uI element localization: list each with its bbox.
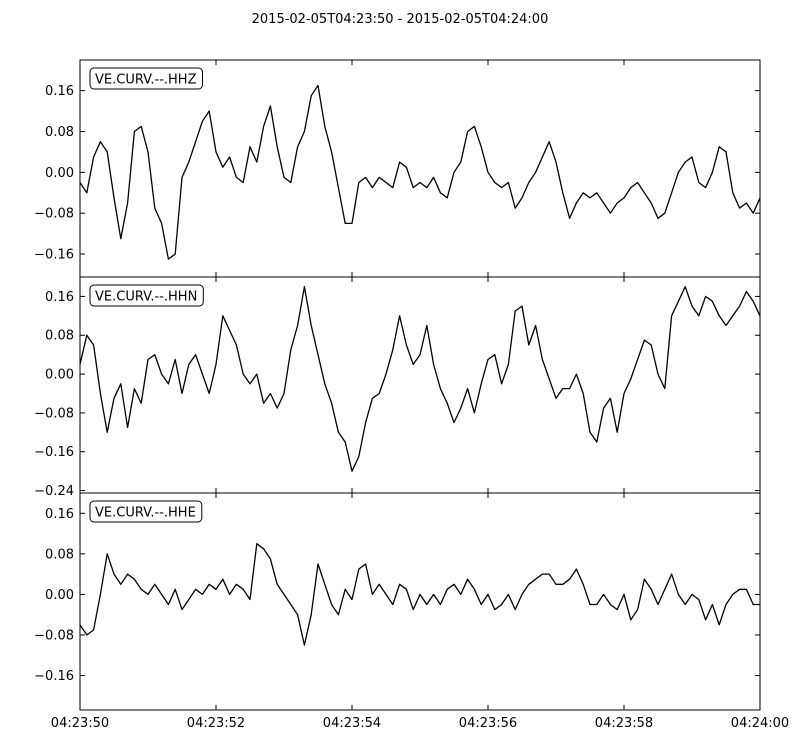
trace-line <box>79 286 761 472</box>
y-tick-label: 0.00 <box>45 166 74 181</box>
y-tick-label: 0.16 <box>45 507 74 522</box>
y-tick-label: −0.08 <box>34 628 74 643</box>
channel-label-box <box>89 500 203 523</box>
x-tick-label: 04:23:56 <box>459 716 517 731</box>
channel-label: VE.CURV.--.HHZ <box>95 73 197 88</box>
channel-label: VE.CURV.--.HHN <box>95 290 197 305</box>
x-tick-label: 04:23:58 <box>595 716 653 731</box>
trace-line <box>79 84 761 260</box>
x-tick-label: 04:23:52 <box>187 716 245 731</box>
panel-frame <box>79 492 761 711</box>
y-tick-label: −0.16 <box>34 248 74 263</box>
channel-label: VE.CURV.--.HHE <box>95 506 196 521</box>
y-tick-label: 0.00 <box>45 588 74 603</box>
x-tick-label: 04:24:00 <box>731 716 789 731</box>
y-tick-label: 0.16 <box>45 290 74 305</box>
chart-title: 2015-02-05T04:23:50 - 2015-02-05T04:24:0… <box>251 12 549 27</box>
panel-frame <box>79 276 761 494</box>
channel-label-box <box>89 284 204 307</box>
y-tick-label: −0.08 <box>34 207 74 222</box>
y-tick-label: −0.24 <box>34 484 74 499</box>
y-tick-label: −0.16 <box>34 669 74 684</box>
panel-frame <box>79 59 761 278</box>
trace-panel-2: 0.16 0.08 0.00 −0.08 −0.16 −0.24 VE.CURV.--.HH… <box>34 276 761 499</box>
y-tick-label: 0.08 <box>45 125 74 140</box>
y-tick-label: 0.08 <box>45 547 74 562</box>
y-tick-label: 0.16 <box>45 84 74 99</box>
channel-label-box <box>89 67 203 90</box>
trace-panel-3: 0.16 0.08 0.00 −0.08 −0.16 VE.CURV.--.HHE <box>34 492 761 711</box>
x-tick-label: 04:23:50 <box>51 716 109 731</box>
y-tick-label: 0.00 <box>45 368 74 383</box>
y-tick-label: −0.16 <box>34 445 74 460</box>
x-tick-label: 04:23:54 <box>323 716 381 731</box>
y-tick-label: −0.08 <box>34 406 74 421</box>
y-tick-label: 0.08 <box>45 329 74 344</box>
trace-panel-1: 0.16 0.08 0.00 −0.08 −0.16 VE.CURV.--.HHZ <box>34 59 761 278</box>
trace-line <box>79 543 760 646</box>
